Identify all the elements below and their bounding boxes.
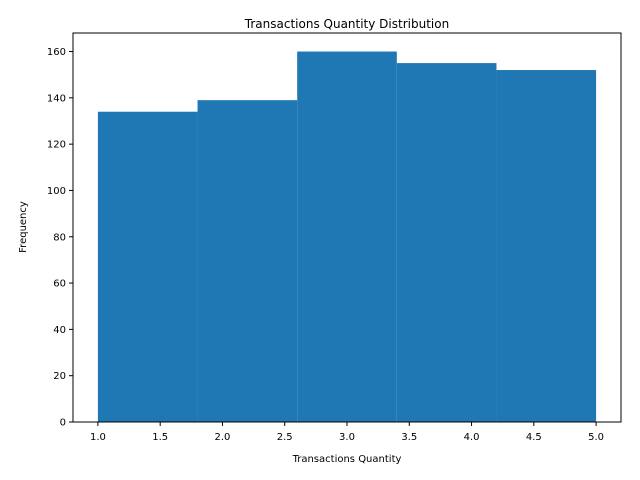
y-axis-ticks: 0 20 40 60 80 100 120 140 160 [47, 47, 73, 429]
y-tick-label: 60 [53, 279, 66, 290]
y-tick-label: 0 [60, 418, 66, 429]
x-tick-label: 3.5 [401, 432, 417, 443]
histogram-bar-5 [496, 70, 597, 423]
y-axis-label: Frequency [18, 201, 29, 253]
histogram-bar-1 [97, 111, 198, 422]
y-tick-label: 40 [53, 325, 66, 336]
histogram-bar-4 [396, 63, 497, 422]
x-tick-label: 1.0 [90, 432, 106, 443]
x-tick-label: 4.0 [464, 432, 480, 443]
chart-title: Transactions Quantity Distribution [244, 17, 449, 31]
histogram-bar-2 [197, 100, 298, 423]
x-axis-label: Transactions Quantity [292, 454, 402, 465]
x-tick-label: 2.5 [277, 432, 293, 443]
y-tick-label: 80 [53, 232, 66, 243]
x-axis-ticks: 1.0 1.5 2.0 2.5 3.0 3.5 4.0 4.5 5.0 [90, 422, 604, 443]
y-tick-label: 120 [47, 140, 66, 151]
x-tick-label: 1.5 [152, 432, 168, 443]
x-tick-label: 5.0 [588, 432, 604, 443]
y-tick-label: 160 [47, 47, 66, 58]
y-tick-label: 100 [47, 186, 66, 197]
histogram-bar-3 [297, 51, 397, 423]
x-tick-label: 2.0 [215, 432, 231, 443]
bars-group [97, 51, 597, 423]
x-tick-label: 3.0 [339, 432, 355, 443]
y-tick-label: 140 [47, 93, 66, 104]
y-tick-label: 20 [53, 371, 66, 382]
x-tick-label: 4.5 [526, 432, 542, 443]
